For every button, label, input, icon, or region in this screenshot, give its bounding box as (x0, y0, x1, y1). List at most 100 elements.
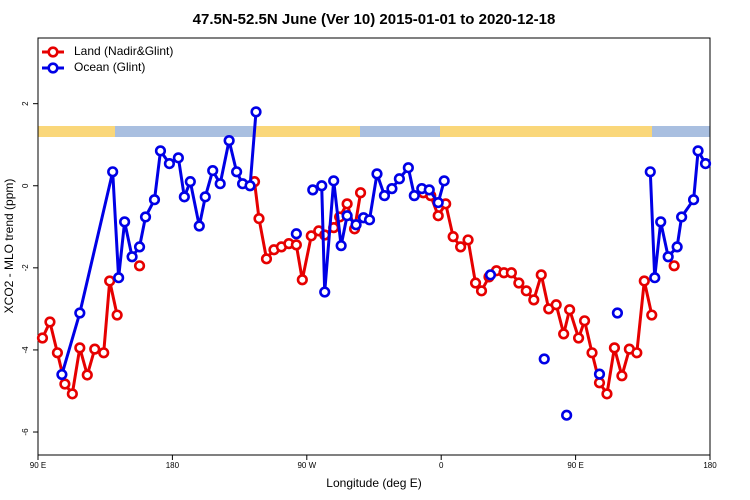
data-point (455, 241, 467, 253)
y-tick-label: -4 (21, 346, 30, 354)
data-point (538, 353, 550, 365)
data-point (214, 178, 226, 190)
data-point (328, 175, 340, 187)
data-point (223, 135, 235, 147)
data-point (484, 269, 497, 281)
x-tick-label: 180 (703, 461, 717, 470)
data-point (593, 368, 606, 380)
data-point (408, 190, 420, 202)
data-point (668, 260, 680, 272)
data-point (111, 309, 123, 321)
plot-frame (37, 37, 711, 456)
data-point (56, 368, 68, 381)
data-point (244, 180, 256, 192)
chart-title: 47.5N-52.5N June (Ver 10) 2015-01-01 to … (193, 11, 556, 28)
data-point (371, 168, 383, 180)
data-point (550, 299, 562, 311)
data-point (649, 272, 661, 284)
y-tick-label: 2 (21, 101, 30, 106)
data-point (572, 332, 585, 344)
data-point (66, 388, 78, 400)
data-point (671, 241, 683, 253)
data-point (36, 332, 49, 344)
data-point (646, 309, 658, 321)
data-point (578, 315, 591, 327)
data-point (350, 219, 362, 231)
data-point (393, 173, 405, 185)
data-point (139, 211, 152, 223)
data-point (126, 251, 138, 263)
x-axis-label: Longitude (deg E) (326, 476, 421, 490)
data-point (335, 240, 347, 252)
y-axis-label: XCO2 - MLO trend (ppm) (2, 179, 16, 314)
data-point (193, 220, 205, 232)
data-point (432, 196, 444, 209)
data-point (692, 145, 704, 157)
data-point (98, 347, 110, 359)
data-point (402, 162, 414, 174)
data-point (341, 210, 353, 222)
data-point (148, 194, 161, 206)
data-point (438, 175, 450, 187)
data-point (163, 157, 176, 170)
data-point (423, 184, 435, 196)
data-point (564, 304, 576, 316)
data-point (231, 166, 243, 178)
data-point (558, 328, 570, 340)
data-point (608, 342, 621, 354)
data-point (74, 342, 86, 354)
data-point (59, 378, 71, 390)
data-point (631, 347, 643, 359)
data-point (290, 239, 302, 251)
data-point (586, 347, 598, 359)
data-point (475, 285, 488, 297)
data-point (469, 277, 482, 289)
data-point (561, 409, 573, 421)
data-point (316, 180, 328, 192)
data-point (687, 194, 700, 206)
data-point (178, 191, 190, 203)
data-point (250, 106, 262, 118)
data-point (505, 267, 517, 279)
data-point (119, 216, 131, 228)
data-point (199, 191, 211, 203)
data-point (341, 198, 353, 210)
data-point (655, 216, 667, 228)
y-tick-label: 0 (21, 183, 30, 188)
data-point (601, 388, 613, 400)
data-point (462, 234, 474, 246)
series-line (43, 182, 675, 394)
land-mask-band (38, 126, 710, 137)
data-point (616, 370, 628, 382)
data-point (354, 187, 367, 199)
x-tick-label: 90 E (30, 461, 46, 470)
data-point (644, 166, 656, 178)
data-point (290, 228, 302, 240)
data-point (305, 230, 317, 242)
data-point (386, 183, 398, 195)
legend-marker (47, 46, 59, 58)
data-point (172, 152, 184, 164)
data-point (593, 377, 606, 389)
data-point (81, 369, 93, 381)
data-point (447, 231, 459, 243)
data-point (253, 212, 265, 225)
data-point (207, 164, 219, 177)
data-point (89, 343, 101, 355)
data-point (520, 285, 532, 297)
legend-label: Ocean (Glint) (74, 60, 145, 74)
x-tick-label: 90 E (567, 461, 583, 470)
legend-marker (47, 62, 59, 74)
data-point (535, 269, 547, 281)
data-point (319, 286, 331, 298)
data-point (44, 316, 56, 328)
legend-label: Land (Nadir&Glint) (74, 44, 173, 58)
data-point (154, 145, 167, 157)
data-point (133, 260, 146, 272)
data-point (611, 307, 624, 319)
data-point (260, 253, 273, 265)
data-point (74, 307, 86, 319)
data-point (184, 176, 196, 188)
data-point (432, 210, 444, 222)
